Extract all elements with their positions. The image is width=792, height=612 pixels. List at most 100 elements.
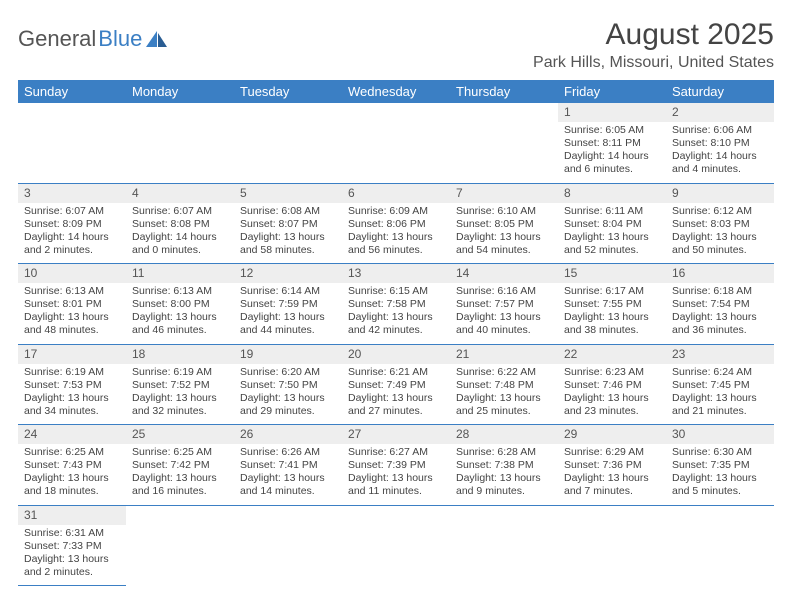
- title-block: August 2025 Park Hills, Missouri, United…: [533, 18, 774, 72]
- day-number: 31: [24, 508, 37, 522]
- day-number-cell: 12: [234, 264, 342, 284]
- daynum-row: 17181920212223: [18, 344, 774, 364]
- sunset-text: Sunset: 7:49 PM: [348, 379, 444, 392]
- day-content-cell: Sunrise: 6:29 AMSunset: 7:36 PMDaylight:…: [558, 444, 666, 505]
- day-number-cell: 31: [18, 505, 126, 525]
- day-number-cell: 8: [558, 183, 666, 203]
- day-number: 4: [132, 186, 139, 200]
- day-number: 11: [132, 266, 144, 280]
- day-number-cell: [126, 103, 234, 122]
- day-content-cell: Sunrise: 6:13 AMSunset: 8:00 PMDaylight:…: [126, 283, 234, 344]
- day-content-cell: Sunrise: 6:11 AMSunset: 8:04 PMDaylight:…: [558, 203, 666, 264]
- day-content-cell: Sunrise: 6:26 AMSunset: 7:41 PMDaylight:…: [234, 444, 342, 505]
- day-number: 17: [24, 347, 37, 361]
- daylight-text: Daylight: 13 hours and 32 minutes.: [132, 392, 228, 418]
- day-number-cell: 15: [558, 264, 666, 284]
- sunset-text: Sunset: 7:45 PM: [672, 379, 768, 392]
- day-content-cell: Sunrise: 6:19 AMSunset: 7:52 PMDaylight:…: [126, 364, 234, 425]
- day-number-cell: 21: [450, 344, 558, 364]
- daylight-text: Daylight: 13 hours and 38 minutes.: [564, 311, 660, 337]
- sunset-text: Sunset: 7:53 PM: [24, 379, 120, 392]
- sunrise-text: Sunrise: 6:13 AM: [132, 285, 228, 298]
- sunrise-text: Sunrise: 6:31 AM: [24, 527, 120, 540]
- sunrise-text: Sunrise: 6:22 AM: [456, 366, 552, 379]
- daylight-text: Daylight: 13 hours and 44 minutes.: [240, 311, 336, 337]
- day-number-cell: 25: [126, 425, 234, 445]
- day-number-cell: 5: [234, 183, 342, 203]
- day-content-cell: Sunrise: 6:18 AMSunset: 7:54 PMDaylight:…: [666, 283, 774, 344]
- day-number-cell: 19: [234, 344, 342, 364]
- day-number-cell: 9: [666, 183, 774, 203]
- day-number: 8: [564, 186, 571, 200]
- page-header: GeneralBlue August 2025 Park Hills, Miss…: [18, 18, 774, 72]
- sunset-text: Sunset: 8:10 PM: [672, 137, 768, 150]
- day-number-cell: 20: [342, 344, 450, 364]
- day-number-cell: [342, 505, 450, 525]
- day-content-cell: Sunrise: 6:10 AMSunset: 8:05 PMDaylight:…: [450, 203, 558, 264]
- sunset-text: Sunset: 7:55 PM: [564, 298, 660, 311]
- content-row: Sunrise: 6:05 AMSunset: 8:11 PMDaylight:…: [18, 122, 774, 183]
- day-number: 14: [456, 266, 469, 280]
- daylight-text: Daylight: 13 hours and 25 minutes.: [456, 392, 552, 418]
- weekday-header: Friday: [558, 80, 666, 103]
- day-number: 30: [672, 427, 685, 441]
- day-number-cell: 28: [450, 425, 558, 445]
- daynum-row: 12: [18, 103, 774, 122]
- sail-icon: [146, 31, 168, 49]
- sunset-text: Sunset: 7:57 PM: [456, 298, 552, 311]
- day-number-cell: 26: [234, 425, 342, 445]
- day-number-cell: 1: [558, 103, 666, 122]
- sunset-text: Sunset: 7:58 PM: [348, 298, 444, 311]
- day-number-cell: 27: [342, 425, 450, 445]
- day-number-cell: 10: [18, 264, 126, 284]
- weekday-header: Tuesday: [234, 80, 342, 103]
- day-content-cell: Sunrise: 6:08 AMSunset: 8:07 PMDaylight:…: [234, 203, 342, 264]
- sunset-text: Sunset: 8:04 PM: [564, 218, 660, 231]
- content-row: Sunrise: 6:31 AMSunset: 7:33 PMDaylight:…: [18, 525, 774, 586]
- sunrise-text: Sunrise: 6:24 AM: [672, 366, 768, 379]
- day-number-cell: [18, 103, 126, 122]
- sunset-text: Sunset: 7:46 PM: [564, 379, 660, 392]
- sunset-text: Sunset: 8:00 PM: [132, 298, 228, 311]
- day-number: 13: [348, 266, 361, 280]
- daylight-text: Daylight: 13 hours and 2 minutes.: [24, 553, 120, 579]
- sunset-text: Sunset: 7:33 PM: [24, 540, 120, 553]
- content-row: Sunrise: 6:07 AMSunset: 8:09 PMDaylight:…: [18, 203, 774, 264]
- sunset-text: Sunset: 7:50 PM: [240, 379, 336, 392]
- sunset-text: Sunset: 7:38 PM: [456, 459, 552, 472]
- weekday-header: Thursday: [450, 80, 558, 103]
- sunset-text: Sunset: 8:08 PM: [132, 218, 228, 231]
- daylight-text: Daylight: 13 hours and 42 minutes.: [348, 311, 444, 337]
- day-number-cell: 4: [126, 183, 234, 203]
- day-content-cell: [450, 525, 558, 586]
- daylight-text: Daylight: 14 hours and 0 minutes.: [132, 231, 228, 257]
- sunrise-text: Sunrise: 6:14 AM: [240, 285, 336, 298]
- day-number: 7: [456, 186, 463, 200]
- daylight-text: Daylight: 13 hours and 50 minutes.: [672, 231, 768, 257]
- day-content-cell: [342, 122, 450, 183]
- day-number-cell: [666, 505, 774, 525]
- sunset-text: Sunset: 8:07 PM: [240, 218, 336, 231]
- day-content-cell: [450, 122, 558, 183]
- day-content-cell: Sunrise: 6:23 AMSunset: 7:46 PMDaylight:…: [558, 364, 666, 425]
- day-content-cell: Sunrise: 6:12 AMSunset: 8:03 PMDaylight:…: [666, 203, 774, 264]
- day-number: 22: [564, 347, 577, 361]
- day-content-cell: [666, 525, 774, 586]
- day-number: 28: [456, 427, 469, 441]
- month-title: August 2025: [533, 18, 774, 52]
- sunrise-text: Sunrise: 6:07 AM: [132, 205, 228, 218]
- day-number: 6: [348, 186, 355, 200]
- content-row: Sunrise: 6:19 AMSunset: 7:53 PMDaylight:…: [18, 364, 774, 425]
- day-number: 15: [564, 266, 577, 280]
- daylight-text: Daylight: 13 hours and 23 minutes.: [564, 392, 660, 418]
- day-number-cell: [234, 103, 342, 122]
- day-content-cell: Sunrise: 6:06 AMSunset: 8:10 PMDaylight:…: [666, 122, 774, 183]
- sunrise-text: Sunrise: 6:27 AM: [348, 446, 444, 459]
- day-content-cell: Sunrise: 6:25 AMSunset: 7:43 PMDaylight:…: [18, 444, 126, 505]
- day-content-cell: Sunrise: 6:14 AMSunset: 7:59 PMDaylight:…: [234, 283, 342, 344]
- day-content-cell: Sunrise: 6:15 AMSunset: 7:58 PMDaylight:…: [342, 283, 450, 344]
- content-row: Sunrise: 6:13 AMSunset: 8:01 PMDaylight:…: [18, 283, 774, 344]
- day-number-cell: [234, 505, 342, 525]
- sunrise-text: Sunrise: 6:25 AM: [24, 446, 120, 459]
- sunrise-text: Sunrise: 6:13 AM: [24, 285, 120, 298]
